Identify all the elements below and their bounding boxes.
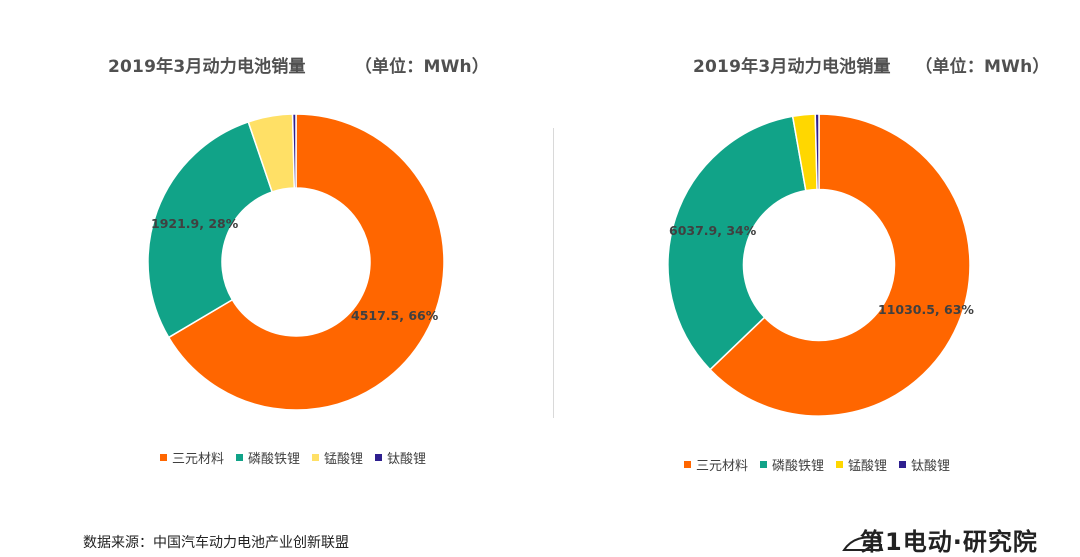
legend-label: 锰酸锂 (848, 459, 888, 474)
legend-swatch-icon (899, 461, 907, 468)
donut-slice-0-1 (147, 120, 274, 339)
data-label-0-1: 1921.9, 28% (151, 216, 239, 231)
legend-swatch-icon (836, 461, 844, 468)
legend-label: 三元材料 (172, 452, 225, 467)
legend-item-0-1: 磷酸铁锂 (236, 448, 300, 467)
chart-title-right: 2019年3月动力电池销量 （单位：MWh） (693, 57, 1050, 77)
legend-swatch-icon (236, 454, 244, 461)
brand-logo-icon (842, 536, 884, 551)
chart-title-left: 2019年3月动力电池销量 （单位：MWh） (108, 57, 490, 77)
legend-item-1-2: 锰酸锂 (836, 455, 887, 474)
legend-swatch-icon (312, 454, 320, 461)
donut-slice-0-3 (291, 113, 297, 189)
legend-label: 三元材料 (696, 459, 749, 474)
legend-label: 锰酸锂 (324, 452, 364, 467)
legend-item-0-0: 三元材料 (160, 448, 224, 467)
donut-chart-right: 11030.5, 63% 6037.9, 34% (667, 113, 974, 417)
donut-chart-left: 4517.5, 66% 1921.9, 28% (147, 113, 445, 411)
legend-label: 钛酸锂 (911, 459, 951, 474)
donut-slice-1-1 (667, 115, 807, 371)
legend-right: 三元材料 磷酸铁锂 锰酸锂 钛酸锂 (684, 455, 962, 474)
legend-label: 磷酸铁锂 (248, 452, 301, 467)
donut-slice-1-3 (814, 113, 820, 191)
data-source-note: 数据来源：中国汽车动力电池产业创新联盟 (83, 535, 349, 551)
donut-slice-1-0 (709, 113, 971, 417)
donut-slice-0-0 (167, 113, 445, 411)
legend-swatch-icon (375, 454, 383, 461)
legend-item-1-1: 磷酸铁锂 (760, 455, 824, 474)
legend-item-1-3: 钛酸锂 (899, 455, 950, 474)
legend-item-1-0: 三元材料 (684, 455, 748, 474)
data-label-1-1: 6037.9, 34% (669, 223, 757, 238)
brand-logo-text: 第1电动·研究院 (860, 528, 1038, 556)
legend-label: 磷酸铁锂 (772, 459, 825, 474)
legend-swatch-icon (684, 461, 691, 468)
legend-item-0-3: 钛酸锂 (375, 448, 426, 467)
data-label-1-0: 11030.5, 63% (878, 302, 974, 317)
chart-divider (553, 128, 554, 418)
legend-left: 三元材料 磷酸铁锂 锰酸锂 钛酸锂 (160, 448, 438, 467)
legend-label: 钛酸锂 (387, 452, 427, 467)
legend-item-0-2: 锰酸锂 (312, 448, 363, 467)
legend-swatch-icon (160, 454, 167, 461)
data-label-0-0: 4517.5, 66% (351, 308, 439, 323)
legend-swatch-icon (760, 461, 768, 468)
